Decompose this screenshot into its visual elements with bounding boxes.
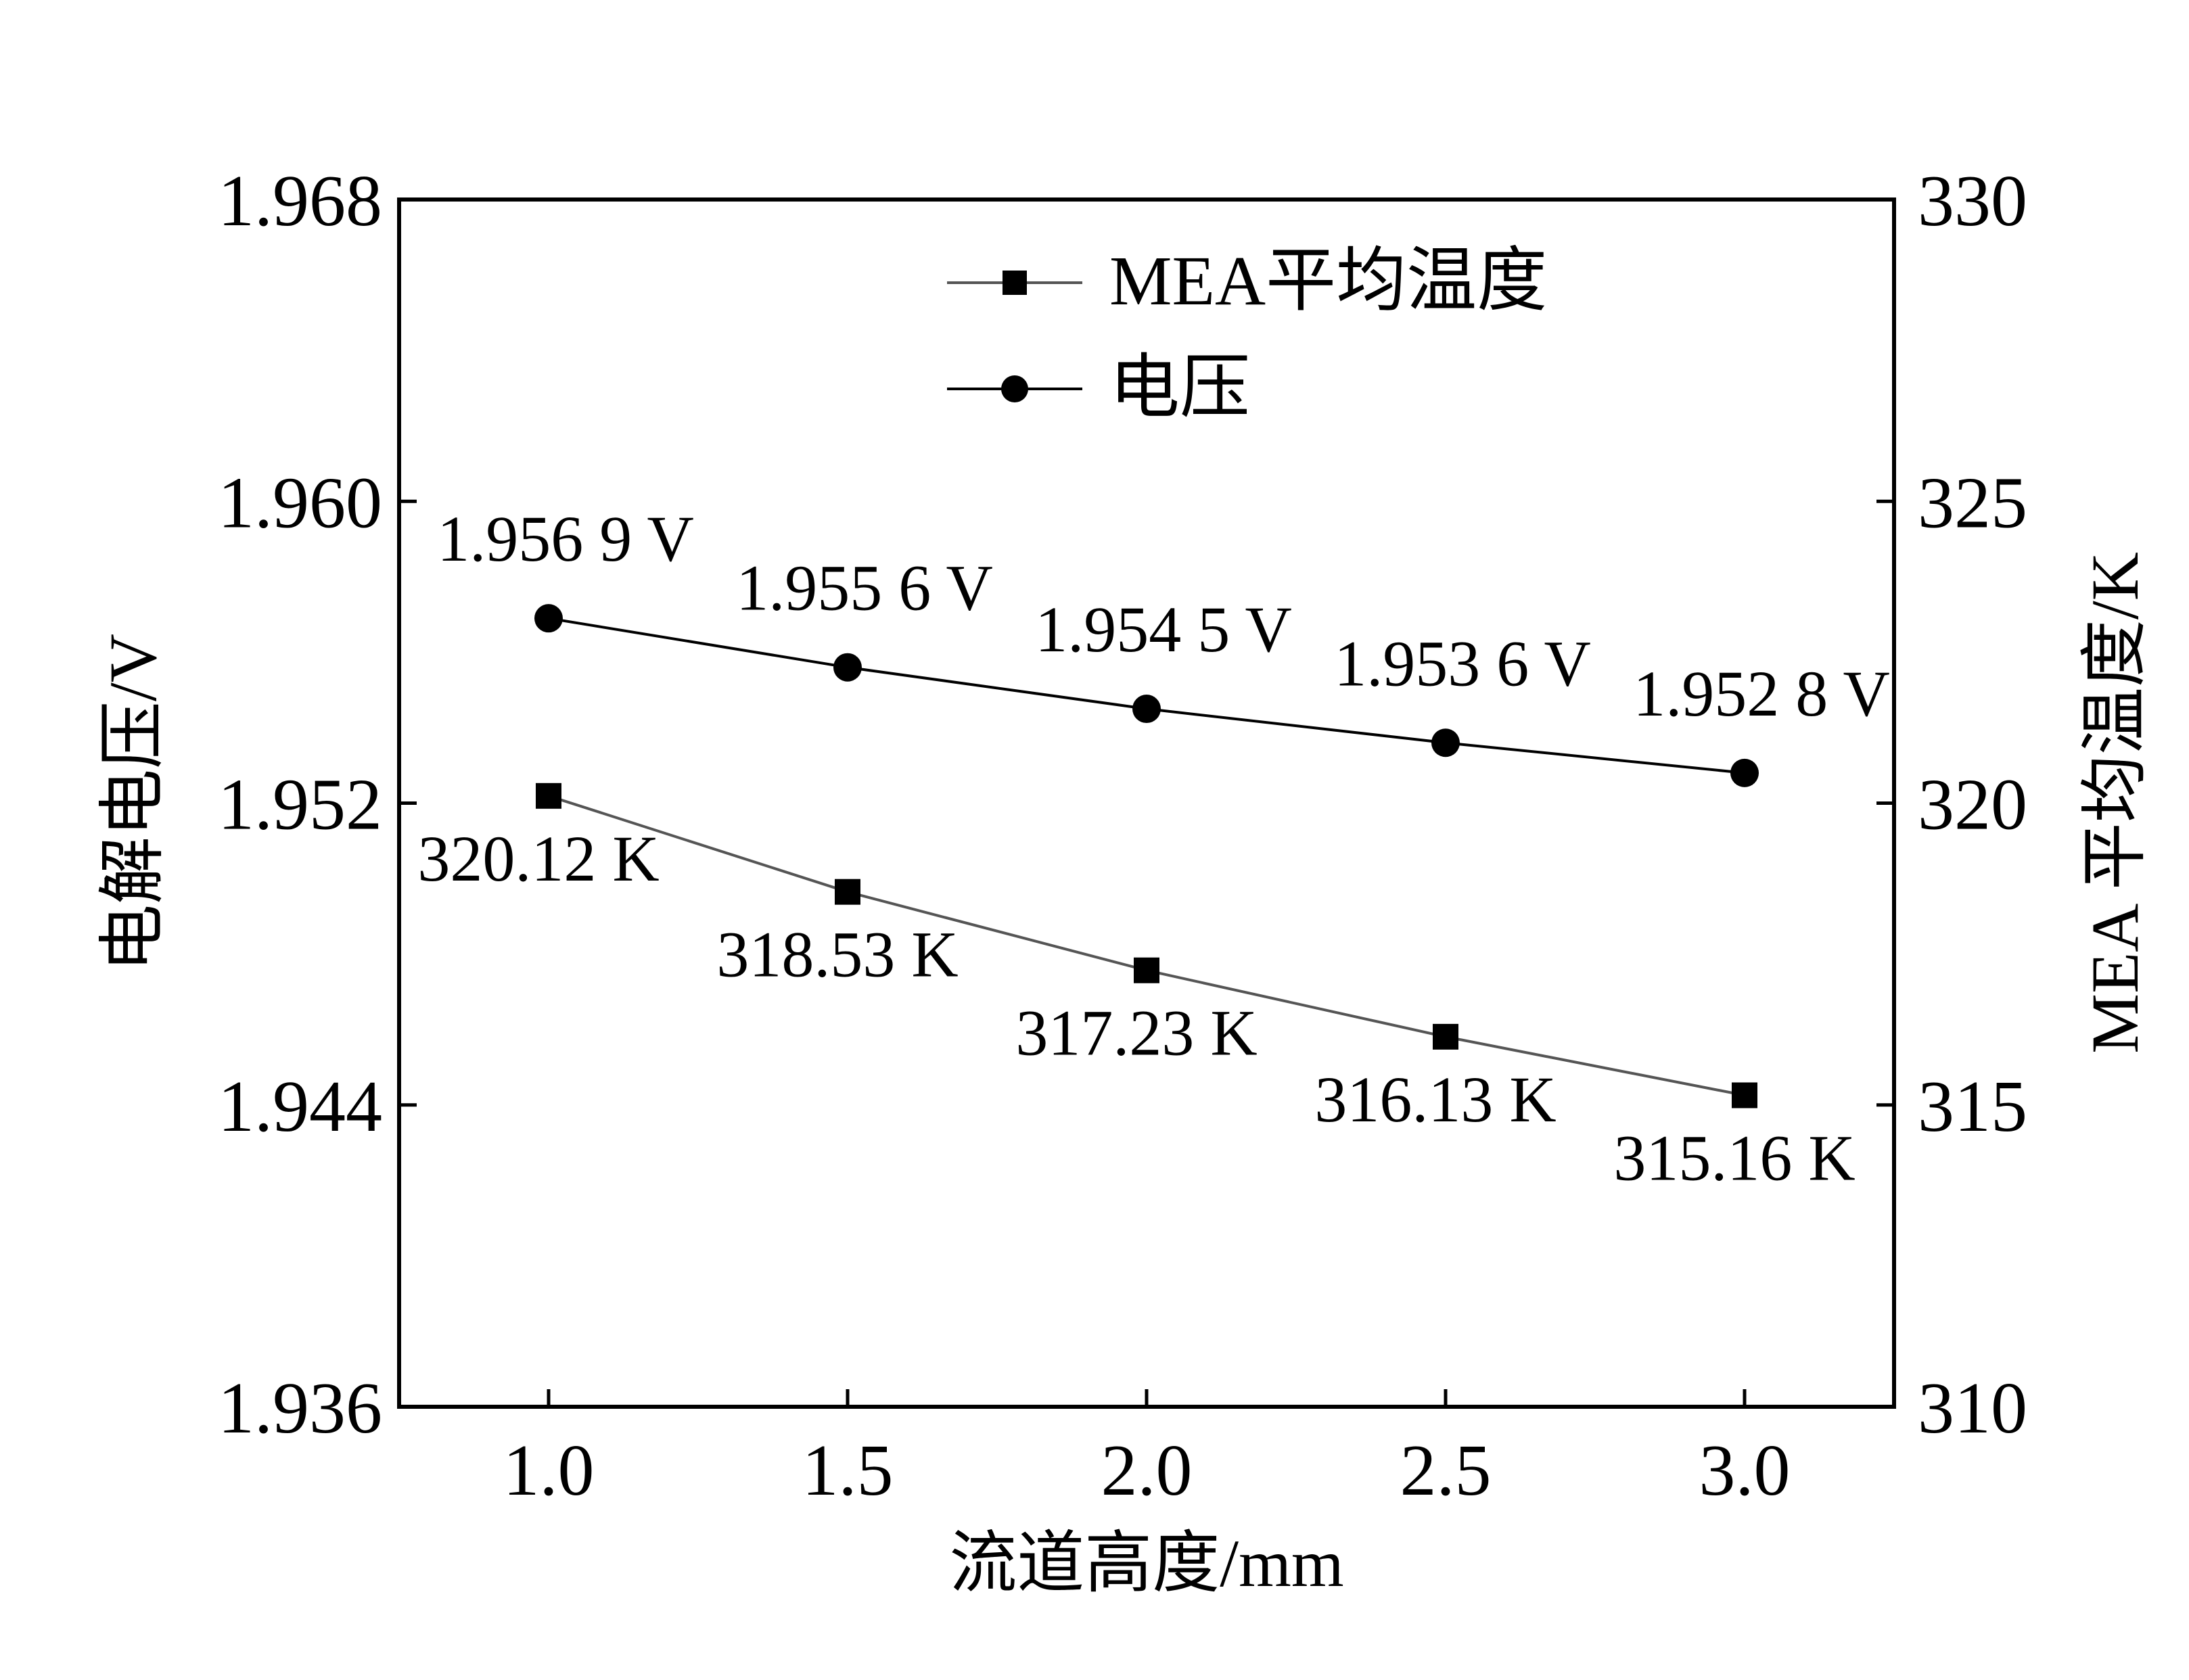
data-label-voltage: 1.956 9 V (437, 503, 694, 575)
data-label-voltage: 1.955 6 V (736, 552, 993, 624)
y-left-tick-label: 1.952 (218, 765, 382, 845)
x-tick-label: 2.5 (1400, 1430, 1492, 1511)
series-layer (534, 604, 1759, 1109)
legend: MEA平均温度 电压 (947, 242, 1547, 427)
data-point-temperature (1433, 1023, 1458, 1050)
data-point-temperature (536, 783, 561, 809)
data-point-voltage (1730, 758, 1759, 787)
data-point-temperature (1134, 957, 1159, 983)
x-tick-label: 3.0 (1699, 1430, 1791, 1511)
x-tick-label: 1.5 (802, 1430, 894, 1511)
y-right-tick-label: 320 (1918, 765, 2027, 845)
y-right-tick-label: 330 (1918, 161, 2027, 241)
data-point-temperature (1732, 1082, 1757, 1109)
data-label-temperature: 320.12 K (417, 822, 659, 895)
y-left-tick-label: 1.968 (218, 161, 382, 241)
legend-marker-voltage (1001, 375, 1028, 402)
data-label-temperature: 317.23 K (1015, 997, 1257, 1069)
legend-label-voltage: 电压 (1109, 349, 1250, 427)
legend-marker-temperature (1003, 271, 1027, 295)
data-label-voltage: 1.953 6 V (1334, 627, 1591, 699)
x-tick-label: 1.0 (503, 1430, 595, 1511)
axis-ticks (399, 197, 1894, 1409)
legend-label-temperature: MEA平均温度 (1109, 242, 1547, 320)
data-label-temperature: 316.13 K (1314, 1063, 1556, 1136)
y-left-tick-label: 1.960 (218, 463, 382, 543)
data-label-voltage: 1.954 5 V (1035, 593, 1292, 666)
data-point-voltage (1431, 728, 1460, 757)
tick-labels: 1.0 1.5 2.0 2.5 3.0 1.936 1.944 1.952 1.960 1.968… (218, 161, 2027, 1511)
y-right-tick-label: 310 (1918, 1368, 2027, 1449)
x-axis-title: 流道高度/mm (949, 1526, 1343, 1601)
y-right-axis-title: MEA 平均温度/K (2077, 552, 2152, 1054)
x-tick-label: 2.0 (1101, 1430, 1193, 1511)
data-label-temperature: 315.16 K (1613, 1121, 1855, 1194)
data-label-temperature: 318.53 K (716, 918, 958, 991)
data-point-temperature (835, 879, 860, 905)
y-left-axis-title: 电解电压/V (95, 634, 170, 972)
y-right-tick-label: 315 (1918, 1067, 2027, 1147)
data-labels: 320.12 K 318.53 K 317.23 K 316.13 K 315.16 K… (417, 503, 1889, 1194)
y-right-tick-label: 325 (1918, 463, 2027, 543)
data-point-voltage (1132, 695, 1161, 724)
data-point-voltage (534, 604, 563, 633)
y-left-tick-label: 1.936 (218, 1368, 382, 1449)
data-label-voltage: 1.952 8 V (1633, 657, 1890, 730)
y-left-tick-label: 1.944 (218, 1067, 382, 1147)
data-point-voltage (833, 653, 862, 682)
